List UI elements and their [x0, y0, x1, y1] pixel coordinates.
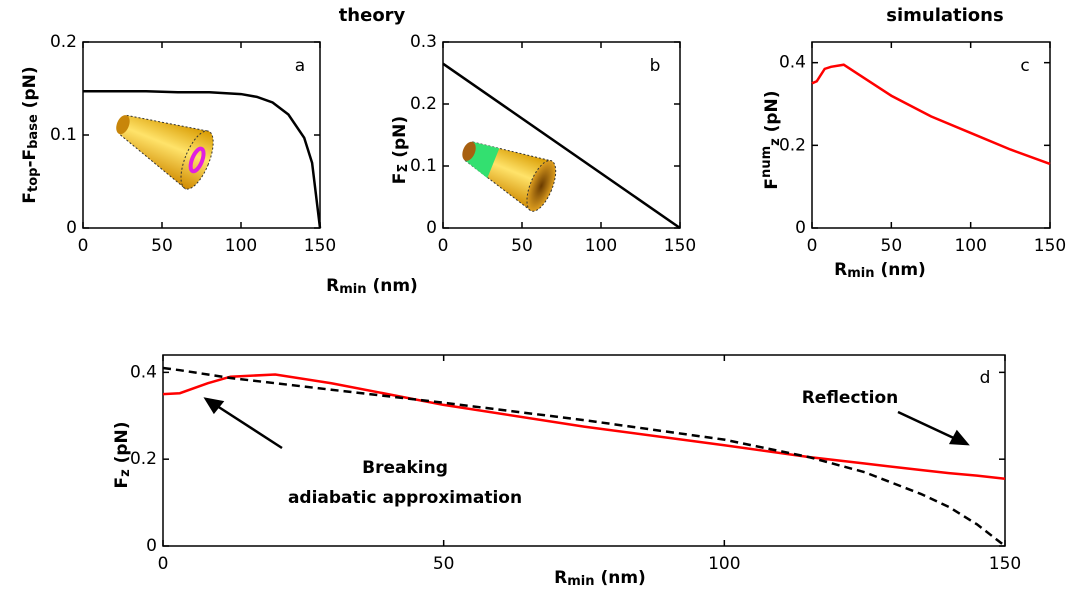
x-tick-label: 100 [708, 554, 740, 574]
annotation: adiabatic approximation [288, 488, 522, 508]
y-axis-label: Fz (pN) [112, 421, 133, 488]
y-tick-label: 0.4 [779, 53, 806, 73]
plot-frame [442, 41, 681, 229]
label-part: (pN) [112, 421, 132, 469]
x-tick-label: 0 [78, 236, 89, 256]
plot-frame [162, 354, 1006, 547]
y-axis-label: FΣ (pN) [390, 116, 411, 184]
x-tick-label: 100 [954, 236, 986, 256]
y-tick-label: 0 [795, 218, 806, 238]
label-part: (nm) [367, 276, 418, 296]
x-tick-label: 50 [151, 236, 173, 256]
inset-cone [462, 141, 557, 212]
panel-label: a [295, 56, 305, 76]
label-part: z [768, 138, 783, 146]
y-tick-label: 0.3 [410, 32, 437, 52]
annotation: Breaking [362, 458, 448, 478]
label-part: R [326, 276, 339, 296]
inset-cone [116, 114, 214, 190]
panel-label: c [1020, 56, 1029, 76]
label-part: R [554, 568, 567, 588]
y-tick-label: 0.1 [410, 156, 437, 176]
y-tick-label: 0.4 [130, 362, 157, 382]
annotation: Reflection [802, 388, 899, 408]
x-tick-label: 150 [664, 236, 696, 256]
x-tick-label: 0 [158, 554, 169, 574]
label-part: base [26, 114, 41, 149]
y-axis-label: Fnumz (pN) [759, 90, 784, 189]
panel-label: b [650, 56, 661, 76]
y-axis-label: Ftop-Fbase (pN) [20, 66, 41, 203]
plot-frame [811, 41, 1051, 229]
x-tick-label: 150 [1034, 236, 1066, 256]
label-part: (nm) [595, 568, 646, 588]
data-line [162, 366, 1006, 547]
x-axis-label: Rmin (nm) [834, 260, 926, 281]
panel-label: d [980, 368, 991, 388]
y-tick-label: 0.2 [779, 135, 806, 155]
arrow [203, 397, 283, 450]
label-part: F [762, 178, 782, 190]
label-part: min [847, 266, 874, 281]
label-part: -F [20, 149, 40, 168]
label-part: (pN) [762, 90, 782, 138]
y-tick-label: 0 [66, 218, 77, 238]
heading: simulations [886, 5, 1003, 26]
label-part: (nm) [875, 260, 926, 280]
data-line [811, 63, 1051, 166]
x-tick-label: 150 [304, 236, 336, 256]
x-tick-label: 100 [225, 236, 257, 256]
label-part: Σ [396, 164, 411, 173]
y-tick-label: 0.2 [410, 94, 437, 114]
y-tick-label: 0.2 [50, 32, 77, 52]
y-tick-label: 0 [146, 536, 157, 556]
data-line [83, 90, 322, 229]
heading: theory [339, 5, 406, 26]
y-tick-label: 0 [426, 218, 437, 238]
data-line [162, 373, 1006, 480]
label-part: R [834, 260, 847, 280]
y-tick-label: 0.1 [50, 125, 77, 145]
label-part: min [339, 282, 366, 297]
label-part: F [390, 173, 410, 185]
label-part: (pN) [20, 66, 40, 114]
x-tick-label: 0 [438, 236, 449, 256]
label-part: num [759, 146, 774, 178]
y-tick-label: 0.2 [130, 449, 157, 469]
x-tick-label: 50 [433, 554, 455, 574]
x-tick-label: 100 [585, 236, 617, 256]
label-part: F [20, 192, 40, 204]
label-part: min [567, 574, 594, 589]
label-part: z [118, 469, 133, 477]
x-tick-label: 150 [989, 554, 1021, 574]
x-tick-label: 50 [511, 236, 533, 256]
x-axis-label: Rmin (nm) [554, 568, 646, 589]
x-axis-label: Rmin (nm) [326, 276, 418, 297]
x-tick-label: 50 [881, 236, 903, 256]
arrow [897, 410, 970, 446]
x-tick-label: 0 [807, 236, 818, 256]
label-part: top [26, 168, 41, 192]
label-part: F [112, 477, 132, 489]
data-line [442, 62, 681, 230]
label-part: (pN) [390, 116, 410, 164]
